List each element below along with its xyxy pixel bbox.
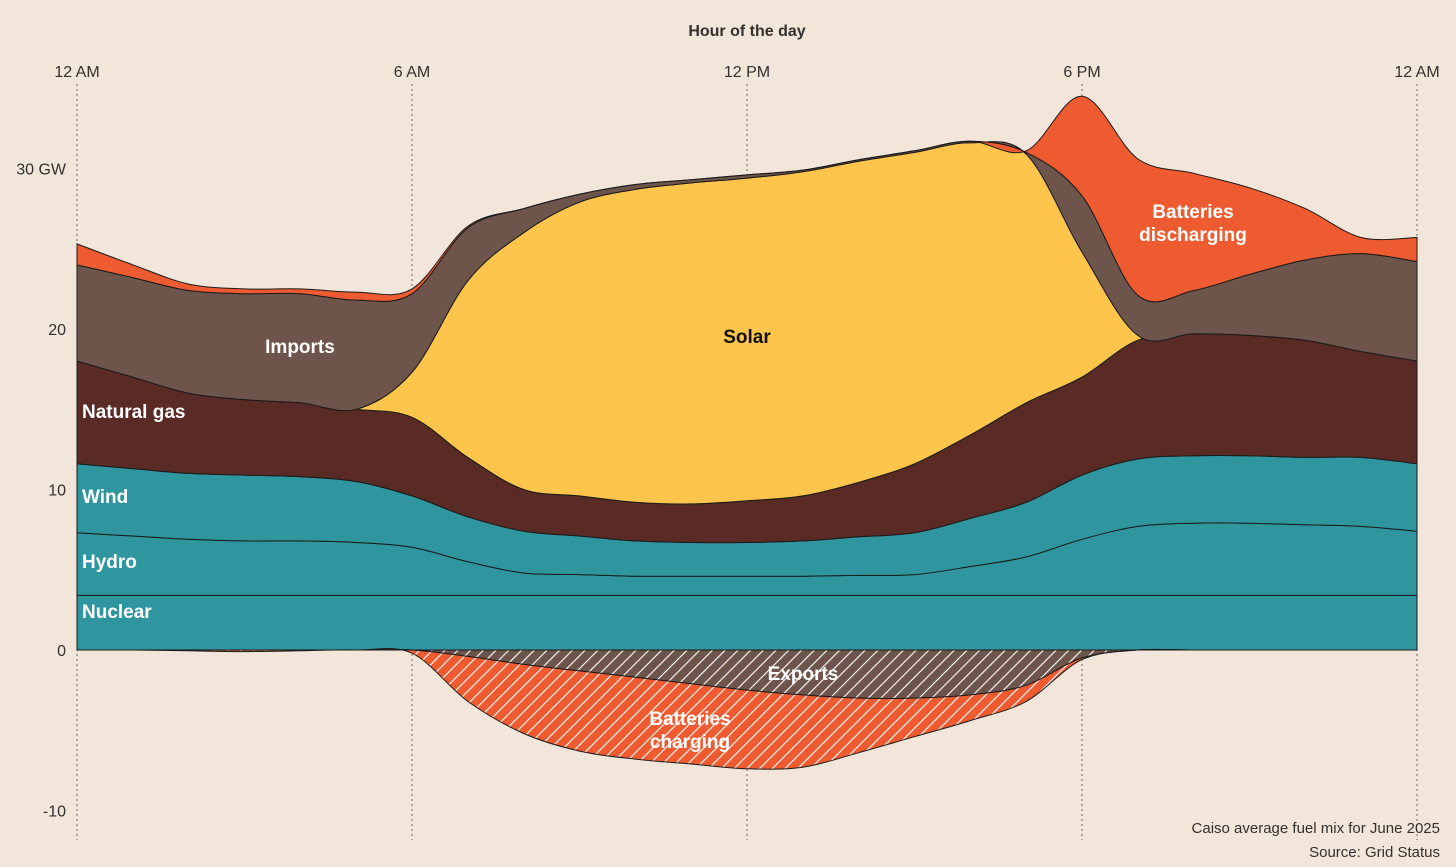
x-tick-label: 6 PM xyxy=(1063,64,1100,81)
label-batteries-discharging: discharging xyxy=(1139,225,1247,246)
x-tick-label: 12 AM xyxy=(54,64,99,81)
y-tick-label: 30 GW xyxy=(16,162,67,179)
label-imports: Imports xyxy=(265,337,335,358)
stacked-areas xyxy=(76,95,1418,770)
x-tick-label: 12 PM xyxy=(724,64,770,81)
y-tick-label: 0 xyxy=(57,643,66,660)
label-exports: Exports xyxy=(768,664,839,685)
y-tick-labels: 30 GW 20 10 0 -10 xyxy=(16,162,67,821)
chart-source: Source: Grid Status xyxy=(1309,844,1440,861)
label-batteries-charging: charging xyxy=(650,732,730,753)
x-tick-label: 12 AM xyxy=(1394,64,1439,81)
x-tick-label: 6 AM xyxy=(394,64,430,81)
chart-caption: Caiso average fuel mix for June 2025 xyxy=(1192,820,1440,837)
y-tick-label: -10 xyxy=(43,804,66,821)
label-hydro: Hydro xyxy=(82,552,137,573)
label-natural-gas: Natural gas xyxy=(82,402,185,423)
label-wind: Wind xyxy=(82,487,128,508)
y-tick-label: 20 xyxy=(48,322,66,339)
x-axis-title: Hour of the day xyxy=(688,23,805,40)
area-batteries-discharging xyxy=(76,95,1418,303)
y-tick-label: 10 xyxy=(48,483,66,500)
label-batteries-charging: Batteries xyxy=(649,709,730,730)
label-solar: Solar xyxy=(723,327,771,348)
x-tick-labels: 12 AM 6 AM 12 PM 6 PM 12 AM xyxy=(54,64,1439,81)
area-nuclear xyxy=(76,594,1418,651)
series-labels: Imports Solar Natural gas Wind Hydro Nuclear E… xyxy=(82,202,1247,753)
label-batteries-discharging: Batteries xyxy=(1152,202,1233,223)
label-nuclear: Nuclear xyxy=(82,602,152,623)
